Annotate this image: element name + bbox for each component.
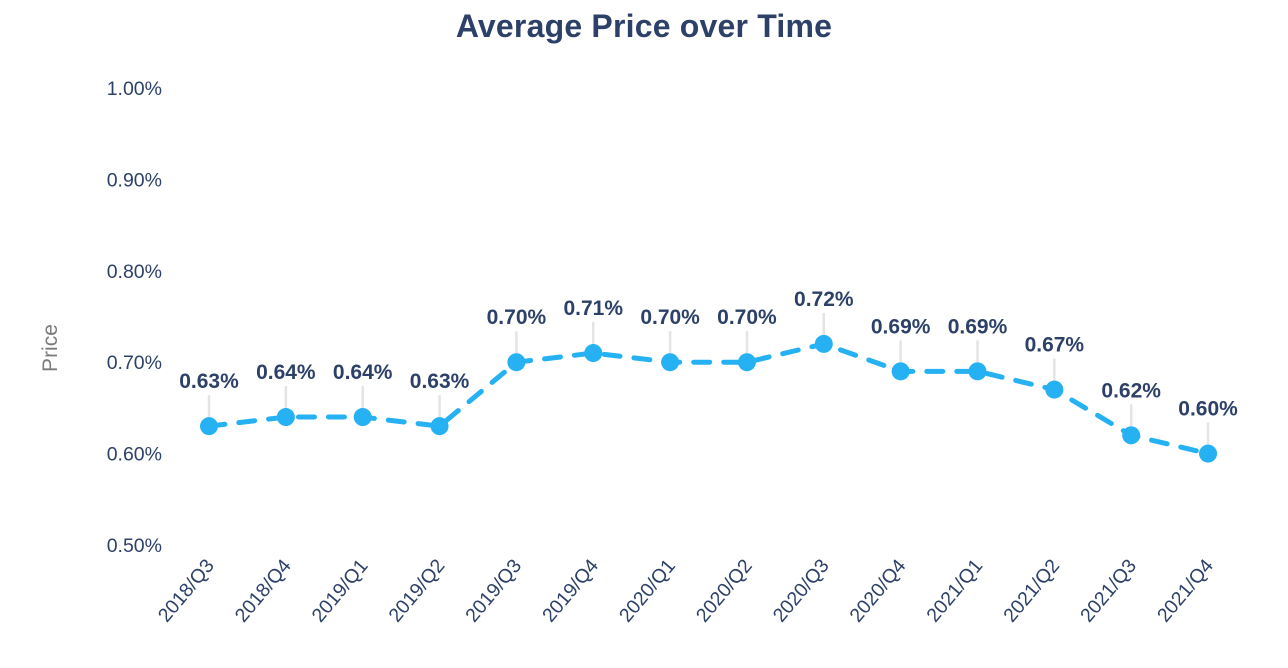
data-point[interactable] xyxy=(1122,426,1141,445)
x-tick-label: 2021/Q1 xyxy=(922,555,987,626)
data-point-label: 0.64% xyxy=(333,361,393,384)
data-point[interactable] xyxy=(661,353,680,372)
x-tick-label: 2021/Q2 xyxy=(999,555,1064,626)
x-tick-label: 2019/Q1 xyxy=(308,555,373,626)
data-point[interactable] xyxy=(584,344,603,363)
y-tick-label: 0.80% xyxy=(107,261,162,283)
x-tick-label: 2019/Q3 xyxy=(461,555,526,626)
price-series-line xyxy=(206,341,1211,457)
y-tick-label: 0.90% xyxy=(107,169,162,191)
data-point[interactable] xyxy=(968,362,987,381)
data-point-label: 0.72% xyxy=(794,288,854,311)
data-point[interactable] xyxy=(737,353,756,372)
x-tick-label: 2021/Q4 xyxy=(1153,555,1218,627)
chart-title: Average Price over Time xyxy=(455,8,833,44)
data-point-label: 0.69% xyxy=(948,315,1008,338)
x-tick-label: 2020/Q4 xyxy=(846,555,911,627)
data-point-label: 0.69% xyxy=(871,315,931,338)
data-point-label: 0.63% xyxy=(410,370,470,393)
data-point[interactable] xyxy=(814,334,833,353)
data-point[interactable] xyxy=(200,417,218,436)
data-point-label: 0.70% xyxy=(640,306,700,329)
data-point[interactable] xyxy=(507,353,526,372)
x-tick-label: 2019/Q2 xyxy=(384,555,449,626)
data-point[interactable] xyxy=(891,362,910,381)
data-point[interactable] xyxy=(1045,380,1064,399)
x-tick-label: 2020/Q1 xyxy=(615,555,680,626)
data-point-label: 0.70% xyxy=(487,306,547,329)
x-tick-label: 2021/Q3 xyxy=(1076,555,1141,626)
data-point-label: 0.64% xyxy=(256,361,316,384)
y-tick-label: 0.70% xyxy=(107,352,162,374)
data-point-label: 0.67% xyxy=(1025,334,1085,357)
data-point[interactable] xyxy=(276,408,295,427)
data-point[interactable] xyxy=(1199,444,1218,463)
x-tick-label: 2020/Q3 xyxy=(769,555,834,626)
data-point-label: 0.63% xyxy=(179,370,239,393)
x-tick-label: 2018/Q4 xyxy=(231,555,296,627)
x-tick-label: 2019/Q4 xyxy=(538,555,603,627)
y-tick-label: 0.60% xyxy=(107,444,162,466)
y-axis-title: Price xyxy=(39,324,62,372)
data-point-label: 0.60% xyxy=(1178,398,1238,421)
x-tick-label: 2020/Q2 xyxy=(692,555,757,626)
data-point-label: 0.62% xyxy=(1101,379,1161,402)
y-tick-label: 0.50% xyxy=(107,535,162,557)
data-point-label: 0.70% xyxy=(717,306,777,329)
data-point[interactable] xyxy=(430,417,449,436)
data-point[interactable] xyxy=(353,408,372,427)
data-point-label: 0.71% xyxy=(563,297,623,320)
x-tick-label: 2018/Q3 xyxy=(154,555,219,626)
y-tick-label: 1.00% xyxy=(107,78,162,100)
